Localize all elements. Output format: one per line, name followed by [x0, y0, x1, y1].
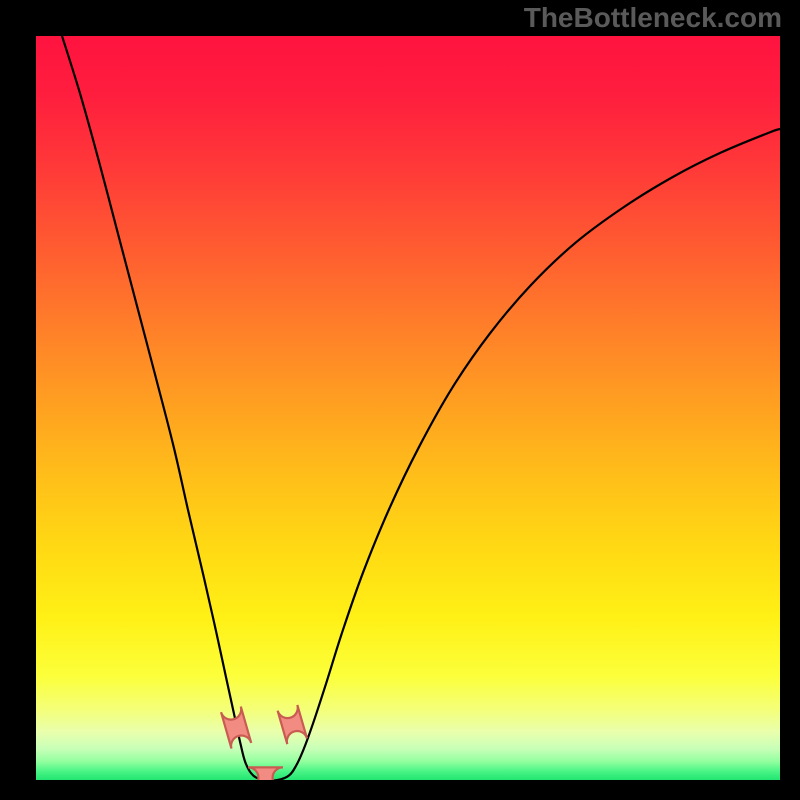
chart-background [36, 36, 780, 780]
watermark-text: TheBottleneck.com [524, 2, 782, 34]
bottleneck-chart [36, 36, 780, 780]
